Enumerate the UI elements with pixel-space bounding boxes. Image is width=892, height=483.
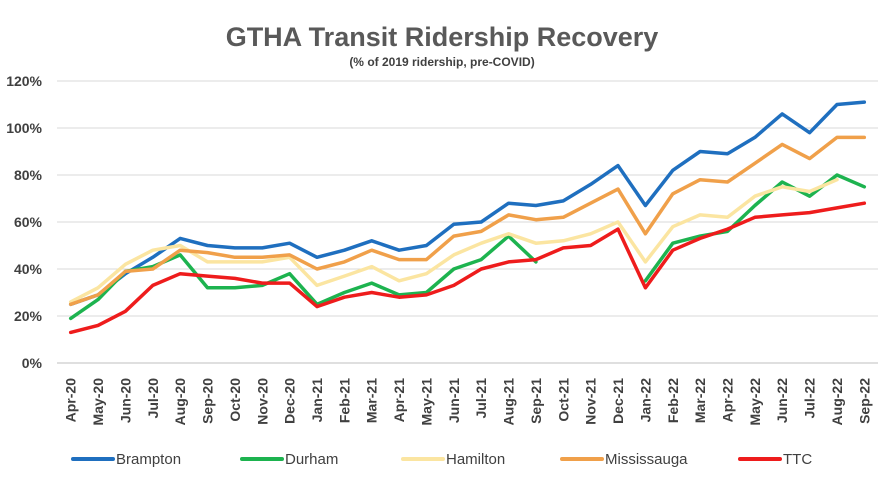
x-axis-ticks: Apr-20 May-20 Jun-20 Jul-20 Aug-20 Sep-20 Oct-… [63, 378, 873, 426]
chart-title: GTHA Transit Ridership Recovery [226, 22, 659, 52]
x-tick-label: Jun-21 [446, 378, 462, 423]
x-tick-label: Feb-22 [665, 378, 681, 423]
x-tick-label: Nov-20 [254, 378, 270, 425]
y-tick-label: 100% [6, 120, 42, 136]
x-tick-label: Apr-22 [719, 378, 735, 423]
legend-label-durham: Durham [285, 451, 338, 468]
y-tick-label: 60% [14, 214, 43, 230]
legend: Brampton Durham Hamilton Mississauga TTC [71, 451, 812, 468]
series-line-brampton [68, 100, 867, 307]
y-axis-ticks: 0% 20% 40% 60% 80% 100% 120% [6, 73, 42, 371]
x-tick-label: Jul-20 [145, 378, 161, 419]
x-tick-label: Jul-22 [802, 378, 818, 419]
x-tick-label: Jun-20 [117, 378, 133, 423]
legend-label-brampton: Brampton [116, 451, 181, 468]
series-line-ttc [68, 201, 867, 335]
legend-label-hamilton: Hamilton [446, 451, 505, 468]
y-tick-label: 120% [6, 73, 42, 89]
x-tick-label: Apr-20 [63, 378, 79, 423]
y-tick-label: 40% [14, 261, 43, 277]
series-line-mississauga [68, 135, 867, 307]
x-tick-label: May-22 [747, 378, 763, 426]
series-line-hamilton [68, 177, 839, 304]
x-tick-label: Jan-21 [309, 378, 325, 423]
x-tick-label: Mar-21 [364, 378, 380, 423]
x-tick-label: Oct-21 [555, 378, 571, 422]
x-tick-label: Aug-20 [172, 378, 188, 426]
x-tick-label: Jan-22 [637, 378, 653, 423]
x-tick-label: Sep-22 [856, 378, 872, 424]
x-tick-label: May-21 [418, 378, 434, 426]
legend-label-ttc: TTC [783, 451, 812, 468]
x-tick-label: Sep-20 [200, 378, 216, 424]
y-tick-label: 20% [14, 308, 43, 324]
y-tick-label: 0% [22, 355, 43, 371]
x-tick-label: Oct-20 [227, 378, 243, 422]
x-tick-label: Dec-20 [282, 378, 298, 424]
x-tick-label: May-20 [90, 378, 106, 426]
x-tick-label: Nov-21 [583, 378, 599, 425]
x-tick-label: Sep-21 [528, 378, 544, 424]
x-tick-label: Feb-21 [336, 378, 352, 423]
x-tick-label: Apr-21 [391, 378, 407, 423]
x-tick-label: Aug-22 [829, 378, 845, 426]
chart-subtitle: (% of 2019 ridership, pre-COVID) [349, 55, 534, 69]
legend-label-mississauga: Mississauga [605, 451, 688, 468]
x-tick-label: Aug-21 [501, 378, 517, 426]
x-tick-label: Jun-22 [774, 378, 790, 423]
x-tick-label: Dec-21 [610, 378, 626, 424]
series-line-durham [68, 173, 867, 321]
x-tick-label: Mar-22 [692, 378, 708, 423]
x-tick-label: Jul-21 [473, 378, 489, 419]
series-layer [68, 100, 867, 335]
y-tick-label: 80% [14, 167, 43, 183]
